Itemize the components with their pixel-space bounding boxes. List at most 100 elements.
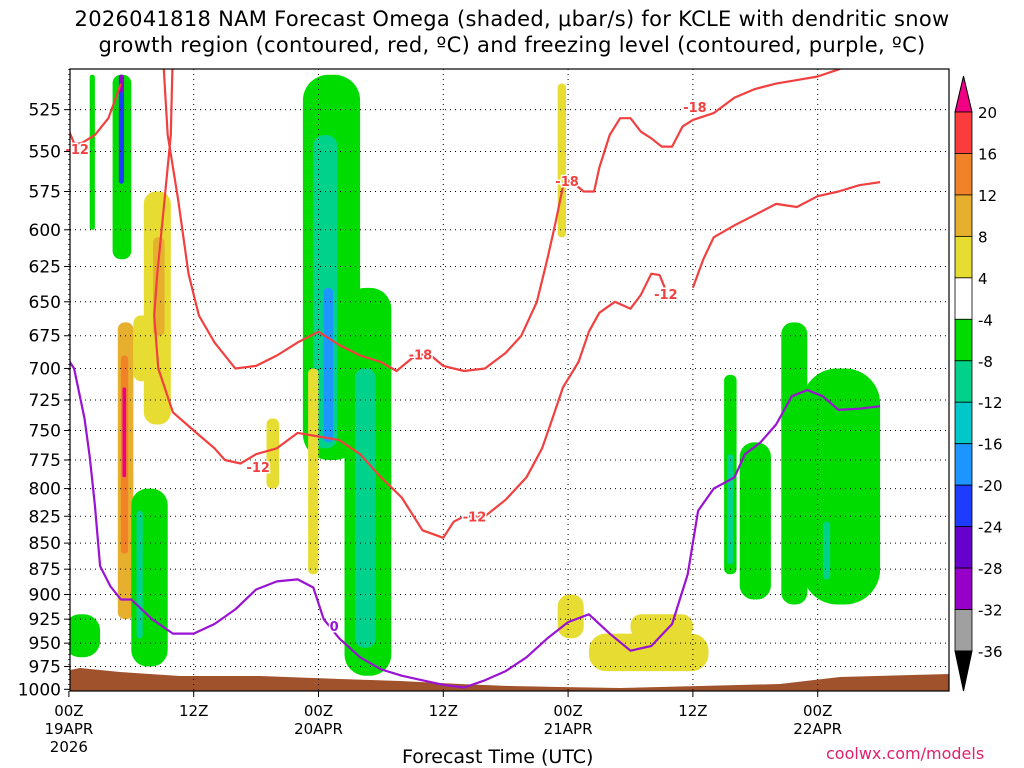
omega-region bbox=[557, 594, 584, 639]
omega-region bbox=[354, 368, 376, 648]
colorbar-label: 20 bbox=[978, 104, 997, 122]
colorbar-label: -4 bbox=[978, 311, 993, 329]
y-axis: 525 550 575 600 625 650 675 700 725 750 775 800 825 8… bbox=[18, 101, 70, 700]
y-tick-label: 825 bbox=[29, 507, 61, 527]
omega-region bbox=[118, 74, 125, 184]
colorbar-swatch bbox=[954, 277, 973, 320]
contour-label: -12 bbox=[463, 510, 487, 525]
omega-shading bbox=[7, 74, 881, 676]
colorbar-swatch bbox=[954, 526, 973, 569]
colorbar-label: -12 bbox=[978, 394, 1003, 412]
x-tick-label: 00Z bbox=[803, 702, 832, 720]
colorbar-swatch bbox=[954, 443, 973, 486]
freezing-level-contour bbox=[70, 360, 881, 689]
omega-region bbox=[630, 614, 693, 639]
colorbar-swatch bbox=[954, 567, 973, 610]
y-tick-label: 800 bbox=[29, 480, 61, 500]
y-tick-label: 700 bbox=[29, 359, 61, 379]
omega-region bbox=[308, 368, 319, 575]
colorbar-swatch bbox=[954, 318, 973, 362]
colorbar-label: -24 bbox=[978, 519, 1003, 537]
omega-region bbox=[153, 237, 165, 336]
chart-title-line-1: 2026041818 NAM Forecast Omega (shaded, μ… bbox=[74, 7, 950, 31]
contour-lines bbox=[70, 69, 881, 689]
contour-label: -12 bbox=[65, 143, 89, 158]
y-tick-label: 775 bbox=[29, 451, 61, 471]
colorbar-label: -16 bbox=[978, 436, 1003, 454]
terrain-ground bbox=[70, 668, 949, 691]
colorbar-label: -28 bbox=[978, 560, 1003, 578]
y-tick-label: 525 bbox=[29, 101, 61, 121]
y-tick-label: 600 bbox=[29, 221, 61, 241]
x-tick-label: 00Z bbox=[553, 702, 582, 720]
x-tick-label: 12Z bbox=[179, 702, 208, 720]
omega-region bbox=[70, 614, 101, 658]
dgz-contour-minus12-right bbox=[691, 181, 881, 289]
colorbar-label: 8 bbox=[978, 228, 988, 246]
omega-region bbox=[323, 287, 334, 443]
colorbar-swatch bbox=[954, 111, 973, 154]
x-tick-date: 22APR bbox=[793, 720, 842, 738]
y-tick-label: 550 bbox=[29, 143, 61, 163]
y-tick-label: 650 bbox=[29, 293, 61, 313]
colorbar-label: 4 bbox=[978, 270, 988, 288]
omega-region bbox=[739, 442, 771, 600]
omega-region bbox=[266, 418, 279, 489]
x-tick-label: 12Z bbox=[678, 702, 707, 720]
x-tick-label: 00Z bbox=[54, 702, 83, 720]
colorbar-label: 16 bbox=[978, 145, 997, 163]
x-tick-date: 20APR bbox=[294, 720, 343, 738]
colorbar-swatch bbox=[954, 194, 973, 237]
y-tick-label: 625 bbox=[29, 258, 61, 278]
colorbar-label: -36 bbox=[978, 643, 1003, 661]
colorbar-label: -32 bbox=[978, 602, 1003, 620]
contour-label: -12 bbox=[246, 461, 270, 476]
x-tick-date: 19APR bbox=[44, 720, 93, 738]
x-tick-label: 00Z bbox=[304, 702, 333, 720]
y-tick-label: 750 bbox=[29, 422, 61, 442]
colorbar-label: 12 bbox=[978, 187, 997, 205]
x-tick-date: 21APR bbox=[544, 720, 593, 738]
omega-region bbox=[89, 74, 95, 230]
y-tick-label: 675 bbox=[29, 327, 61, 347]
omega-region bbox=[588, 633, 709, 672]
contour-labels: -12 -12 -12 -12 -18 -18 -18 0 bbox=[64, 99, 708, 636]
y-tick-label: 975 bbox=[29, 658, 61, 678]
y-tick-label: 575 bbox=[29, 183, 61, 203]
y-tick-label: 1000 bbox=[18, 680, 61, 700]
dgz-contour-minus12-loop bbox=[153, 69, 666, 539]
omega-region bbox=[802, 368, 881, 605]
plot-frame bbox=[69, 68, 950, 692]
colorbar-swatch bbox=[954, 153, 973, 196]
y-tick-label: 925 bbox=[29, 610, 61, 630]
omega-region bbox=[122, 387, 127, 478]
site-brand[interactable]: coolwx.com/models bbox=[826, 744, 985, 763]
colorbar-label: -8 bbox=[978, 353, 993, 371]
x-axis-title: Forecast Time (UTC) bbox=[402, 746, 594, 768]
contour-label: -18 bbox=[409, 349, 433, 364]
y-tick-label: 850 bbox=[29, 534, 61, 554]
ground-surface bbox=[70, 668, 949, 691]
dgz-contour-minus12-left bbox=[70, 83, 122, 145]
omega-region bbox=[727, 454, 734, 565]
colorbar-swatch bbox=[954, 360, 973, 403]
y-tick-label: 725 bbox=[29, 391, 61, 411]
colorbar-swatch bbox=[954, 484, 973, 528]
contour-label: -12 bbox=[654, 288, 678, 303]
y-tick-label: 900 bbox=[29, 586, 61, 606]
chart-title-line-2: growth region (contoured, red, ºC) and f… bbox=[98, 33, 926, 57]
y-tick-label: 875 bbox=[29, 560, 61, 580]
colorbar-swatch bbox=[954, 609, 973, 652]
contour-label: -18 bbox=[555, 175, 579, 190]
colorbar-swatch bbox=[954, 235, 973, 279]
omega-region bbox=[557, 83, 567, 238]
colorbar: 20 16 12 8 4 -4 -8 -12 -16 -20 -24 -28 -32 -36 bbox=[954, 75, 1003, 692]
dgz-contour-minus18 bbox=[162, 69, 843, 373]
omega-region bbox=[136, 510, 143, 639]
colorbar-bottom-arrow bbox=[954, 650, 973, 692]
omega-region bbox=[7, 75, 17, 223]
x-tick-label: 12Z bbox=[429, 702, 458, 720]
x-tick-year: 2026 bbox=[50, 738, 88, 756]
